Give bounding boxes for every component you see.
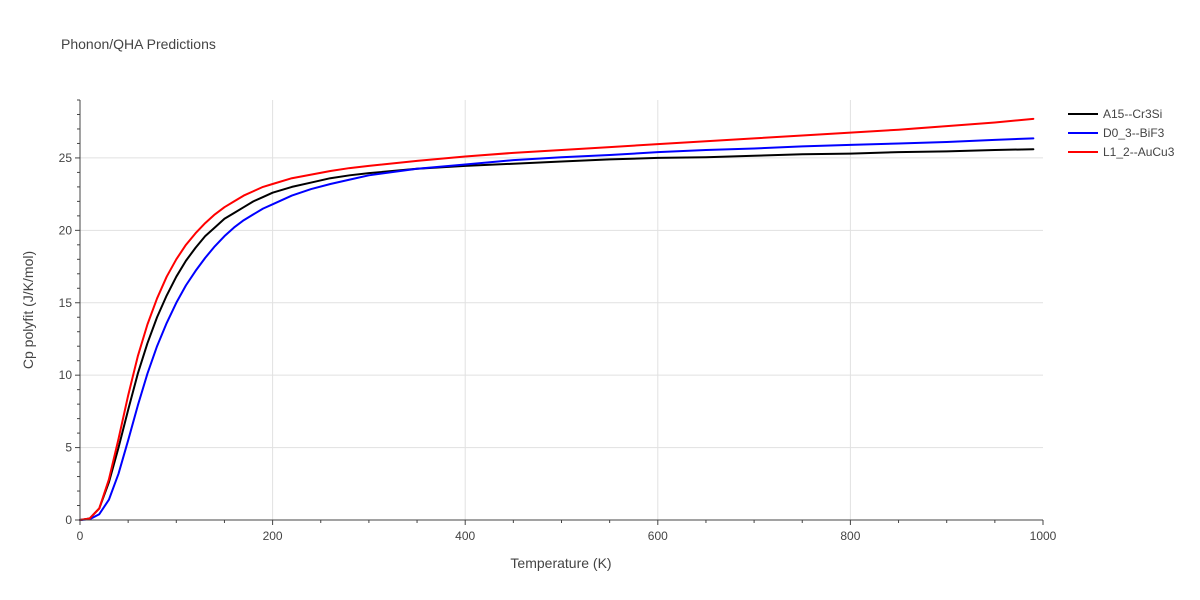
grid [80, 100, 1043, 520]
legend-item-1[interactable]: A15--Cr3Si [1068, 107, 1162, 121]
series-line-2 [79, 137, 1035, 521]
legend-label: A15--Cr3Si [1103, 107, 1162, 121]
chart-title: Phonon/QHA Predictions [61, 36, 216, 52]
y-axis-title: Cp polyfit (J/K/mol) [20, 251, 36, 369]
x-tick-label: 800 [840, 529, 860, 543]
x-tick-label: 0 [77, 529, 84, 543]
axes: 0 200 400 600 800 1000 0 5 10 15 20 25 [59, 99, 1057, 543]
legend-label: L1_2--AuCu3 [1103, 145, 1175, 159]
x-tick-label: 600 [648, 529, 668, 543]
x-tick-label: 1000 [1030, 529, 1057, 543]
y-tick-label: 0 [65, 513, 72, 527]
legend-item-3[interactable]: L1_2--AuCu3 [1068, 145, 1175, 159]
y-tick-label: 5 [65, 441, 72, 455]
y-tick-label: 15 [59, 296, 73, 310]
legend-item-2[interactable]: D0_3--BiF3 [1068, 126, 1165, 140]
legend[interactable]: A15--Cr3Si D0_3--BiF3 L1_2--AuCu3 [1068, 107, 1175, 159]
y-tick-label: 20 [59, 223, 73, 237]
legend-label: D0_3--BiF3 [1103, 126, 1165, 140]
series-line-1 [79, 148, 1035, 521]
x-axis-title: Temperature (K) [510, 555, 611, 571]
y-tick-label: 25 [59, 151, 73, 165]
x-tick-label: 400 [455, 529, 475, 543]
y-tick-label: 10 [59, 368, 73, 382]
x-tick-label: 200 [263, 529, 283, 543]
series-line-3 [79, 117, 1035, 521]
series-layer [79, 117, 1035, 521]
